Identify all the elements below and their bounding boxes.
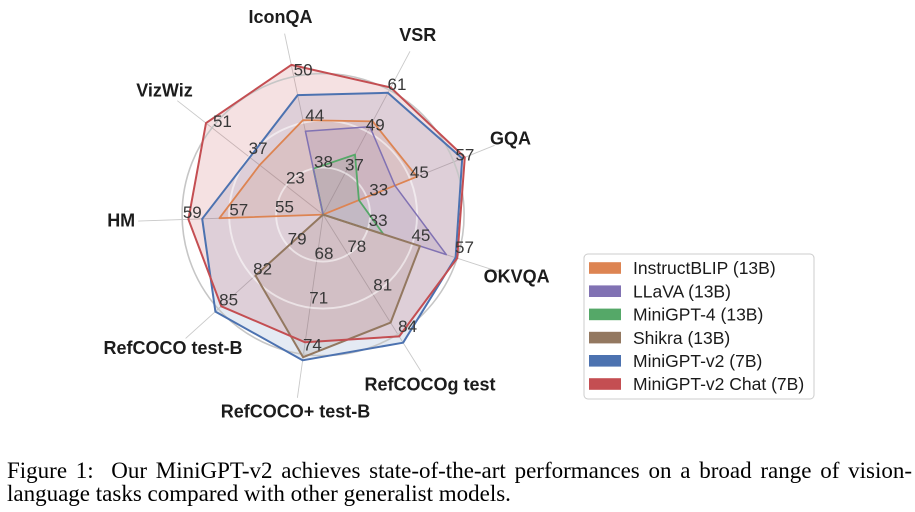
svg-text:45: 45 <box>411 226 430 245</box>
svg-text:IconQA: IconQA <box>248 7 312 27</box>
svg-text:Shikra (13B): Shikra (13B) <box>633 328 730 348</box>
svg-text:RefCOCOg test: RefCOCOg test <box>364 374 495 394</box>
svg-text:HM: HM <box>107 210 135 230</box>
svg-text:50: 50 <box>294 61 313 80</box>
svg-text:33: 33 <box>369 181 388 200</box>
svg-text:85: 85 <box>219 290 238 309</box>
svg-text:VSR: VSR <box>399 25 436 45</box>
svg-text:MiniGPT-4 (13B): MiniGPT-4 (13B) <box>633 305 763 325</box>
svg-text:RefCOCO+ test-B: RefCOCO+ test-B <box>221 402 371 422</box>
svg-text:RefCOCO test-B: RefCOCO test-B <box>103 338 242 358</box>
svg-text:55: 55 <box>275 198 294 217</box>
svg-text:45: 45 <box>410 163 429 182</box>
svg-text:37: 37 <box>345 155 364 174</box>
svg-text:GQA: GQA <box>490 128 531 148</box>
svg-text:84: 84 <box>398 317 417 336</box>
svg-text:71: 71 <box>309 289 328 308</box>
svg-text:33: 33 <box>369 211 388 230</box>
svg-text:57: 57 <box>229 201 248 220</box>
svg-text:59: 59 <box>183 203 202 222</box>
svg-text:38: 38 <box>314 153 333 172</box>
svg-text:57: 57 <box>455 238 474 257</box>
svg-text:61: 61 <box>388 75 407 94</box>
svg-text:81: 81 <box>373 275 392 294</box>
svg-text:OKVQA: OKVQA <box>484 266 550 286</box>
svg-text:78: 78 <box>347 237 366 256</box>
svg-text:49: 49 <box>366 116 385 135</box>
svg-text:68: 68 <box>315 244 334 263</box>
svg-text:37: 37 <box>249 139 268 158</box>
svg-text:InstructBLIP (13B): InstructBLIP (13B) <box>633 258 776 278</box>
svg-text:74: 74 <box>303 336 322 355</box>
svg-text:LLaVA (13B): LLaVA (13B) <box>633 281 731 301</box>
svg-text:44: 44 <box>305 106 324 125</box>
svg-text:23: 23 <box>286 168 305 187</box>
svg-text:79: 79 <box>288 230 307 249</box>
svg-text:VizWiz: VizWiz <box>136 80 193 100</box>
svg-text:MiniGPT-v2 (7B): MiniGPT-v2 (7B) <box>633 351 762 371</box>
svg-text:51: 51 <box>213 112 232 131</box>
svg-text:57: 57 <box>455 146 474 165</box>
svg-text:MiniGPT-v2 Chat (7B): MiniGPT-v2 Chat (7B) <box>633 374 804 394</box>
svg-text:82: 82 <box>253 259 272 278</box>
